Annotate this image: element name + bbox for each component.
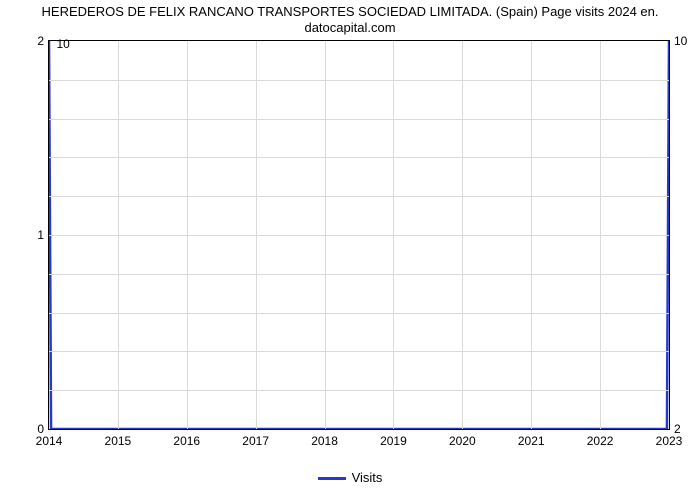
gridline-h-minor bbox=[49, 351, 669, 352]
gridline-v bbox=[325, 41, 326, 429]
chart-title: HEREDEROS DE FELIX RANCANO TRANSPORTES S… bbox=[0, 4, 700, 37]
gridline-h-minor bbox=[49, 157, 669, 158]
chart-container: HEREDEROS DE FELIX RANCANO TRANSPORTES S… bbox=[0, 0, 700, 500]
x-tick-label: 2017 bbox=[242, 434, 269, 448]
gridline-h bbox=[49, 235, 669, 236]
x-tick-label: 2016 bbox=[173, 434, 200, 448]
gridline-v bbox=[256, 41, 257, 429]
gridline-v bbox=[118, 41, 119, 429]
plot-area bbox=[48, 40, 670, 430]
y-right-tick-label: 2 bbox=[674, 422, 681, 436]
x-tick-label: 2020 bbox=[449, 434, 476, 448]
x-tick-label: 2023 bbox=[656, 434, 683, 448]
y-left-tick-label: 1 bbox=[4, 228, 44, 242]
x-tick-label: 2022 bbox=[587, 434, 614, 448]
gridline-h-minor bbox=[49, 196, 669, 197]
gridline-v bbox=[462, 41, 463, 429]
y-right-tick-label: 10 bbox=[674, 34, 687, 48]
gridline-h-minor bbox=[49, 274, 669, 275]
gridline-v bbox=[187, 41, 188, 429]
gridline-v bbox=[600, 41, 601, 429]
gridline-v bbox=[393, 41, 394, 429]
x-tick-label: 2021 bbox=[518, 434, 545, 448]
gridline-v bbox=[531, 41, 532, 429]
x-tick-label: 2015 bbox=[105, 434, 132, 448]
x-tick-label: 2019 bbox=[380, 434, 407, 448]
legend: Visits bbox=[0, 470, 700, 485]
gridline-h-minor bbox=[49, 313, 669, 314]
legend-swatch bbox=[318, 477, 346, 480]
gridline-h-minor bbox=[49, 390, 669, 391]
y-left-tick-label: 2 bbox=[4, 34, 44, 48]
x-tick-label: 2018 bbox=[311, 434, 338, 448]
gridline-h-minor bbox=[49, 80, 669, 81]
legend-label: Visits bbox=[352, 470, 383, 485]
gridline-h-minor bbox=[49, 119, 669, 120]
annotation: 10 bbox=[56, 37, 69, 51]
x-tick-label: 2014 bbox=[36, 434, 63, 448]
